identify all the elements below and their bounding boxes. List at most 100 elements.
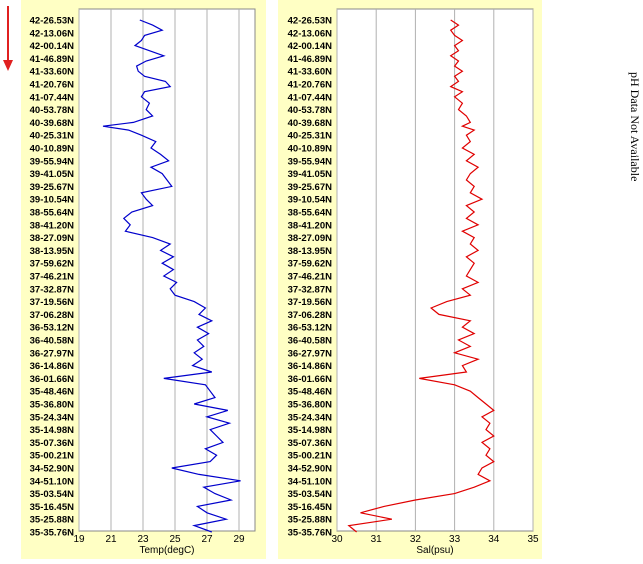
y-tick-label: 40-39.68N: [30, 118, 75, 129]
y-tick-label: 35-36.80N: [288, 400, 333, 411]
x-tick-label: 25: [169, 534, 181, 545]
y-tick-label: 35-24.34N: [30, 412, 75, 423]
y-tick-label: 36-27.97N: [30, 348, 75, 359]
x-tick-label: 33: [449, 534, 461, 545]
y-tick-label: 41-07.44N: [30, 92, 75, 103]
y-tick-label: 36-14.86N: [288, 361, 333, 372]
y-tick-label: 36-01.66N: [30, 374, 75, 385]
y-tick-label: 37-19.56N: [30, 297, 75, 308]
y-tick-label: 37-59.62N: [30, 259, 75, 270]
y-tick-label: 36-40.58N: [288, 336, 333, 347]
y-tick-label: 42-26.53N: [30, 16, 75, 27]
x-tick-label: 27: [201, 534, 213, 545]
y-tick-label: 39-41.05N: [288, 169, 333, 180]
x-tick-label: 23: [137, 534, 149, 545]
y-tick-label: 42-13.06N: [288, 28, 333, 39]
y-tick-label: 42-00.14N: [30, 41, 75, 52]
x-tick-label: 29: [233, 534, 245, 545]
ph-unavailable-note: pH Data Not Available: [628, 72, 642, 182]
y-tick-label: 36-01.66N: [288, 374, 333, 385]
y-tick-label: 35-36.80N: [30, 400, 75, 411]
y-tick-label: 40-53.78N: [30, 105, 75, 116]
x-axis-label: Sal(psu): [416, 545, 453, 556]
y-tick-label: 35-48.46N: [30, 387, 75, 398]
y-tick-label: 35-07.36N: [288, 438, 333, 449]
y-tick-label: 38-27.09N: [30, 233, 75, 244]
y-tick-label: 35-35.76N: [30, 528, 75, 539]
y-tick-label: 40-25.31N: [30, 131, 75, 142]
y-tick-label: 35-07.36N: [30, 438, 75, 449]
y-tick-label: 35-25.88N: [288, 515, 333, 526]
y-tick-label: 34-52.90N: [288, 464, 333, 475]
y-tick-label: 41-07.44N: [288, 92, 333, 103]
y-tick-label: 40-10.89N: [30, 144, 75, 155]
x-tick-label: 32: [410, 534, 422, 545]
y-tick-label: 35-16.45N: [30, 502, 75, 513]
y-tick-label: 42-00.14N: [288, 41, 333, 52]
y-tick-label: 38-13.95N: [288, 246, 333, 257]
y-tick-label: 35-03.54N: [288, 489, 333, 500]
y-tick-label: 38-27.09N: [288, 233, 333, 244]
data-series-line: [347, 19, 495, 533]
y-tick-label: 35-03.54N: [30, 489, 75, 500]
y-tick-label: 38-13.95N: [30, 246, 75, 257]
y-tick-label: 37-06.28N: [288, 310, 333, 321]
y-tick-label: 39-55.94N: [30, 156, 75, 167]
y-tick-label: 34-51.10N: [288, 476, 333, 487]
y-tick-label: 35-00.21N: [288, 451, 333, 462]
y-tick-label: 41-46.89N: [288, 54, 333, 65]
y-tick-label: 41-20.76N: [288, 80, 333, 91]
y-tick-label: 41-20.76N: [30, 80, 75, 91]
y-tick-label: 40-25.31N: [288, 131, 333, 142]
salinity-panel: 30 31 32 33 34 35 42-26.53N 42-13.06N 42-00.14N 4…: [278, 0, 542, 559]
data-series-line: [102, 19, 241, 533]
y-tick-label: 42-26.53N: [288, 16, 333, 27]
y-tick-label: 41-33.60N: [288, 67, 333, 78]
plot-area: [336, 8, 534, 532]
y-tick-label: 40-39.68N: [288, 118, 333, 129]
y-tick-label: 35-14.98N: [30, 425, 75, 436]
y-tick-label: 35-48.46N: [288, 387, 333, 398]
y-tick-label: 40-53.78N: [288, 105, 333, 116]
y-tick-label: 37-46.21N: [30, 272, 75, 283]
y-tick-label: 37-06.28N: [30, 310, 75, 321]
y-tick-label: 35-35.76N: [288, 528, 333, 539]
y-tick-label: 38-41.20N: [30, 220, 75, 231]
y-tick-label: 34-51.10N: [30, 476, 75, 487]
x-tick-label: 30: [331, 534, 343, 545]
y-tick-label: 38-55.64N: [30, 208, 75, 219]
y-tick-label: 35-14.98N: [288, 425, 333, 436]
y-tick-label: 41-46.89N: [30, 54, 75, 65]
y-tick-label: 39-25.67N: [288, 182, 333, 193]
y-tick-label: 38-41.20N: [288, 220, 333, 231]
y-tick-label: 40-10.89N: [288, 144, 333, 155]
y-tick-label: 35-24.34N: [288, 412, 333, 423]
y-tick-label: 35-25.88N: [30, 515, 75, 526]
y-tick-label: 37-59.62N: [288, 259, 333, 270]
x-tick-label: 34: [488, 534, 500, 545]
y-tick-label: 39-10.54N: [30, 195, 75, 206]
y-tick-label: 41-33.60N: [30, 67, 75, 78]
y-tick-label: 35-00.21N: [30, 451, 75, 462]
y-tick-label: 36-27.97N: [288, 348, 333, 359]
x-tick-label: 21: [105, 534, 117, 545]
y-tick-label: 37-19.56N: [288, 297, 333, 308]
x-tick-label: 35: [527, 534, 539, 545]
y-tick-label: 42-13.06N: [30, 28, 75, 39]
y-tick-label: 37-32.87N: [30, 284, 75, 295]
y-tick-label: 34-52.90N: [30, 464, 75, 475]
x-tick-label: 31: [371, 534, 383, 545]
y-tick-label: 37-32.87N: [288, 284, 333, 295]
x-tick-label: 19: [73, 534, 85, 545]
down-arrow-icon: [3, 6, 13, 71]
y-tick-label: 36-14.86N: [30, 361, 75, 372]
plot-area: [78, 8, 256, 532]
y-tick-label: 39-25.67N: [30, 182, 75, 193]
y-tick-label: 36-40.58N: [30, 336, 75, 347]
y-tick-label: 39-41.05N: [30, 169, 75, 180]
temperature-panel: 19 21 23 25 27 29 42-26.53N 42-13.06N 42-00.14N 4…: [21, 0, 266, 559]
x-axis-label: Temp(degC): [139, 545, 194, 556]
y-tick-label: 36-53.12N: [288, 323, 333, 334]
